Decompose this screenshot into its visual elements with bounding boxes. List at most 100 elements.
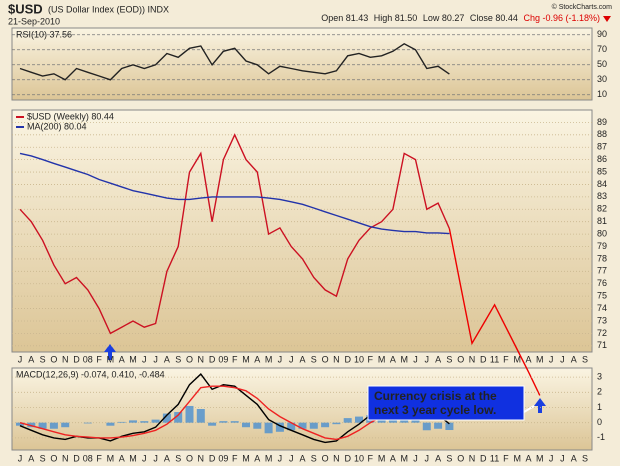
- x-tick-label: M: [129, 354, 137, 364]
- x-tick-label: 08: [83, 354, 93, 364]
- x-tick-label: S: [175, 354, 181, 364]
- x-tick-label: A: [119, 354, 125, 364]
- x-tick-label: A: [28, 354, 34, 364]
- y-tick-label: 71: [597, 340, 607, 350]
- legend-label: $USD (Weekly) 80.44: [27, 111, 114, 121]
- histogram-bar: [287, 422, 296, 431]
- x-tick-label: S: [40, 354, 46, 364]
- y-tick-label: -1: [597, 432, 605, 442]
- x-tick-label: 10: [354, 354, 364, 364]
- y-tick-label: 1: [597, 402, 602, 412]
- x-tick-label: D: [480, 354, 487, 364]
- x-tick-label: O: [50, 453, 57, 463]
- y-tick-label: 78: [597, 253, 607, 263]
- x-tick-label: A: [164, 453, 170, 463]
- x-tick-label: J: [413, 453, 418, 463]
- histogram-bar: [264, 422, 273, 434]
- y-tick-label: 79: [597, 241, 607, 251]
- x-tick-label: N: [62, 354, 69, 364]
- histogram-bar: [174, 412, 183, 423]
- x-tick-label: J: [278, 354, 283, 364]
- x-tick-label: F: [368, 354, 374, 364]
- x-tick-label: M: [400, 354, 408, 364]
- histogram-bar: [343, 418, 352, 423]
- histogram-bar: [230, 421, 239, 423]
- histogram-bar: [38, 422, 47, 429]
- x-tick-label: J: [425, 453, 430, 463]
- y-tick-label: 90: [597, 29, 607, 39]
- annotation: next 3 year cycle low.: [374, 403, 496, 417]
- x-tick-label: M: [378, 453, 386, 463]
- x-tick-label: O: [322, 453, 329, 463]
- quote-item: Low 80.27: [423, 13, 465, 23]
- histogram-bar: [332, 422, 341, 425]
- x-tick-label: 11: [490, 354, 499, 364]
- y-tick-label: 77: [597, 266, 607, 276]
- x-tick-label: F: [96, 453, 102, 463]
- annotation: Currency crisis at the: [374, 389, 497, 403]
- x-tick-label: 08: [83, 453, 93, 463]
- y-tick-label: 86: [597, 154, 607, 164]
- y-tick-label: 89: [597, 117, 607, 127]
- x-tick-label: D: [73, 354, 80, 364]
- x-tick-label: 09: [218, 453, 228, 463]
- series-line: [19, 152, 450, 235]
- x-tick-label: S: [175, 453, 181, 463]
- x-tick-label: M: [265, 354, 273, 364]
- histogram-bar: [208, 422, 217, 426]
- quote-item: Close 80.44: [470, 13, 518, 23]
- x-tick-label: N: [469, 354, 476, 364]
- y-tick-label: 83: [597, 191, 607, 201]
- x-tick-label: D: [209, 453, 216, 463]
- y-tick-label: 10: [597, 89, 607, 99]
- y-tick-label: 88: [597, 129, 607, 139]
- annotation-pointer: [523, 405, 535, 413]
- histogram-bar: [321, 422, 330, 428]
- x-tick-label: J: [425, 354, 430, 364]
- y-tick-label: 82: [597, 204, 607, 214]
- x-tick-label: F: [503, 354, 509, 364]
- y-tick-label: 74: [597, 303, 607, 313]
- x-tick-label: F: [232, 453, 238, 463]
- x-tick-label: A: [119, 453, 125, 463]
- histogram-bar: [298, 422, 307, 429]
- y-tick-label: 73: [597, 315, 607, 325]
- x-tick-label: M: [536, 354, 544, 364]
- y-tick-label: 2: [597, 387, 602, 397]
- y-tick-label: 80: [597, 228, 607, 238]
- x-tick-label: D: [209, 354, 216, 364]
- x-tick-label: S: [582, 453, 588, 463]
- histogram-bar: [61, 422, 70, 428]
- x-tick-label: M: [513, 453, 521, 463]
- x-tick-label: O: [186, 354, 193, 364]
- x-tick-label: M: [242, 354, 250, 364]
- histogram-bar: [434, 422, 443, 429]
- x-tick-label: J: [560, 453, 565, 463]
- x-tick-label: J: [142, 354, 147, 364]
- x-tick-label: F: [96, 354, 102, 364]
- panel-label: RSI(10) 37.56: [16, 29, 72, 39]
- x-tick-label: J: [153, 354, 158, 364]
- histogram-bar: [129, 420, 137, 423]
- x-tick-label: A: [254, 453, 260, 463]
- histogram-bar: [27, 422, 36, 428]
- x-tick-label: J: [18, 354, 23, 364]
- quote-item: High 81.50: [374, 13, 418, 23]
- copyright: © StockCharts.com: [552, 3, 613, 11]
- price-panel: [11, 109, 593, 353]
- annotation-box: [367, 385, 525, 421]
- x-tick-label: J: [289, 354, 294, 364]
- x-tick-label: A: [525, 453, 531, 463]
- low-arrow: [104, 344, 116, 360]
- x-tick-label: S: [582, 354, 588, 364]
- legend-label: MA(200) 80.04: [27, 121, 87, 131]
- x-tick-label: 10: [354, 453, 364, 463]
- x-tick-label: M: [378, 354, 386, 364]
- x-tick-label: J: [560, 354, 565, 364]
- x-tick-label: A: [571, 453, 577, 463]
- x-tick-label: M: [242, 453, 250, 463]
- x-tick-label: M: [536, 453, 544, 463]
- histogram-bar: [162, 413, 171, 423]
- histogram-bar: [445, 422, 454, 431]
